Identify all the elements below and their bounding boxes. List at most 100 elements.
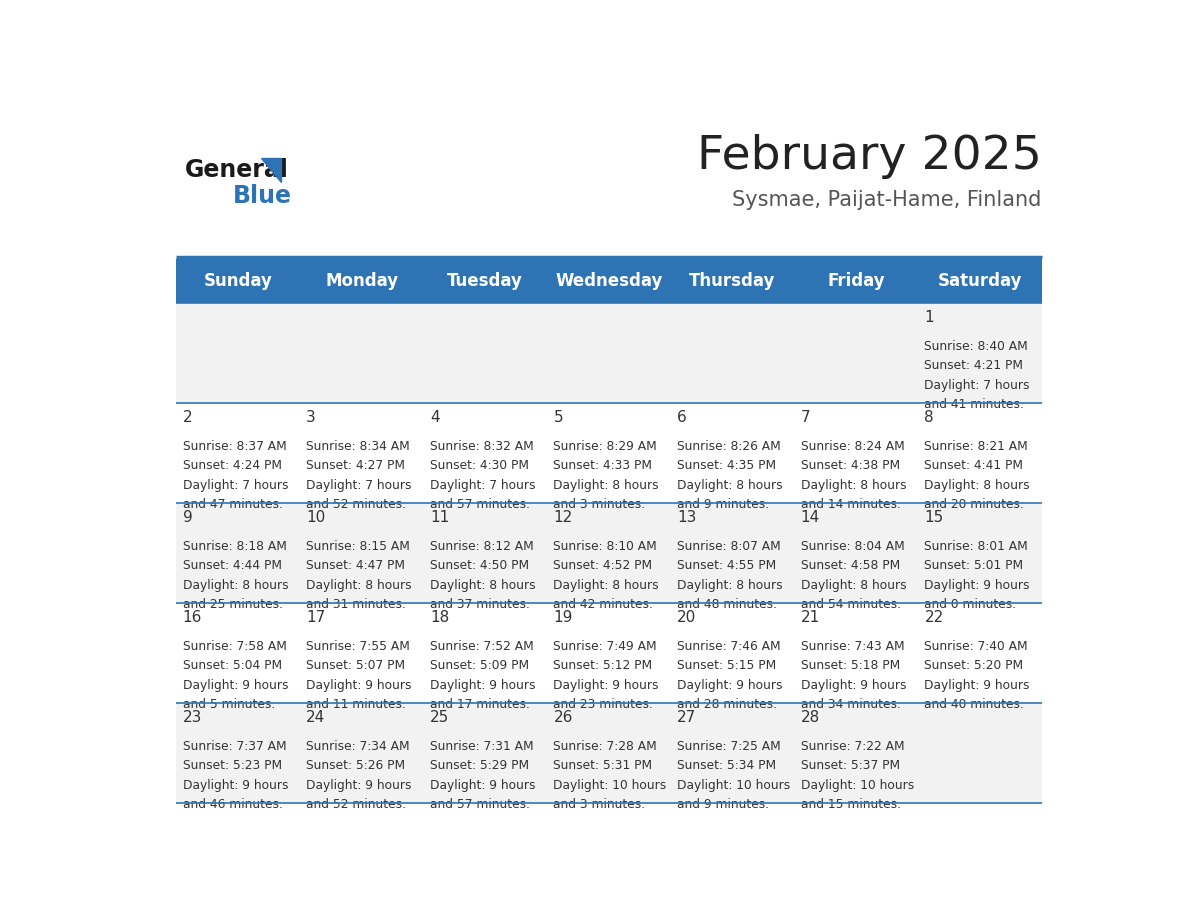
Text: 27: 27: [677, 710, 696, 725]
Bar: [918, 403, 1042, 503]
Bar: [546, 703, 671, 803]
Bar: [671, 403, 795, 503]
Text: and 31 minutes.: and 31 minutes.: [307, 599, 406, 611]
Bar: [176, 703, 299, 803]
Bar: [918, 603, 1042, 703]
Text: Sunrise: 8:07 AM: Sunrise: 8:07 AM: [677, 540, 781, 553]
Text: Daylight: 8 hours: Daylight: 8 hours: [677, 578, 783, 592]
Text: and 52 minutes.: and 52 minutes.: [307, 798, 406, 812]
Text: Sunrise: 7:49 AM: Sunrise: 7:49 AM: [554, 640, 657, 653]
Text: 4: 4: [430, 410, 440, 425]
Text: and 37 minutes.: and 37 minutes.: [430, 599, 530, 611]
Text: and 46 minutes.: and 46 minutes.: [183, 798, 283, 812]
Text: Daylight: 7 hours: Daylight: 7 hours: [430, 479, 536, 492]
Text: Sunset: 4:47 PM: Sunset: 4:47 PM: [307, 559, 405, 572]
Text: Daylight: 9 hours: Daylight: 9 hours: [554, 678, 659, 692]
Text: Sunset: 5:34 PM: Sunset: 5:34 PM: [677, 759, 776, 772]
Text: Friday: Friday: [827, 272, 885, 290]
Bar: [546, 503, 671, 603]
Text: Sunrise: 8:01 AM: Sunrise: 8:01 AM: [924, 540, 1028, 553]
Bar: [423, 403, 546, 503]
Bar: [299, 303, 423, 403]
Bar: [176, 403, 299, 503]
Text: 2: 2: [183, 410, 192, 425]
Text: Daylight: 9 hours: Daylight: 9 hours: [307, 778, 412, 791]
Text: Sunset: 4:38 PM: Sunset: 4:38 PM: [801, 459, 899, 473]
Text: Sunrise: 8:12 AM: Sunrise: 8:12 AM: [430, 540, 533, 553]
Text: Daylight: 8 hours: Daylight: 8 hours: [554, 578, 659, 592]
Text: and 15 minutes.: and 15 minutes.: [801, 798, 901, 812]
Text: Daylight: 9 hours: Daylight: 9 hours: [307, 678, 412, 692]
Text: and 9 minutes.: and 9 minutes.: [677, 798, 770, 812]
Text: 11: 11: [430, 510, 449, 525]
Text: and 3 minutes.: and 3 minutes.: [554, 498, 645, 511]
Bar: [671, 503, 795, 603]
Text: and 3 minutes.: and 3 minutes.: [554, 798, 645, 812]
Text: and 0 minutes.: and 0 minutes.: [924, 599, 1017, 611]
Text: 10: 10: [307, 510, 326, 525]
Text: Sunset: 4:24 PM: Sunset: 4:24 PM: [183, 459, 282, 473]
Text: Daylight: 9 hours: Daylight: 9 hours: [924, 678, 1030, 692]
Text: Sunrise: 8:29 AM: Sunrise: 8:29 AM: [554, 440, 657, 453]
Text: and 48 minutes.: and 48 minutes.: [677, 599, 777, 611]
Text: Sunset: 4:55 PM: Sunset: 4:55 PM: [677, 559, 777, 572]
Bar: [176, 303, 299, 403]
Bar: [546, 403, 671, 503]
Text: Tuesday: Tuesday: [447, 272, 523, 290]
Bar: [671, 603, 795, 703]
Text: Sunset: 4:27 PM: Sunset: 4:27 PM: [307, 459, 405, 473]
Text: Sunset: 4:41 PM: Sunset: 4:41 PM: [924, 459, 1023, 473]
Polygon shape: [261, 158, 282, 183]
Text: and 9 minutes.: and 9 minutes.: [677, 498, 770, 511]
Text: and 25 minutes.: and 25 minutes.: [183, 599, 283, 611]
Text: Sunrise: 8:34 AM: Sunrise: 8:34 AM: [307, 440, 410, 453]
Text: 25: 25: [430, 710, 449, 725]
Text: Daylight: 8 hours: Daylight: 8 hours: [430, 578, 536, 592]
Text: Daylight: 8 hours: Daylight: 8 hours: [801, 578, 906, 592]
Text: 9: 9: [183, 510, 192, 525]
Text: Daylight: 10 hours: Daylight: 10 hours: [801, 778, 914, 791]
Text: 15: 15: [924, 510, 943, 525]
Text: Blue: Blue: [233, 185, 292, 208]
Text: Sunset: 5:15 PM: Sunset: 5:15 PM: [677, 659, 777, 672]
Text: 1: 1: [924, 310, 934, 325]
Text: Sunset: 5:20 PM: Sunset: 5:20 PM: [924, 659, 1024, 672]
Text: Sunrise: 7:46 AM: Sunrise: 7:46 AM: [677, 640, 781, 653]
Text: Sunset: 5:31 PM: Sunset: 5:31 PM: [554, 759, 652, 772]
Bar: [795, 303, 918, 403]
Text: Sunset: 4:50 PM: Sunset: 4:50 PM: [430, 559, 529, 572]
Text: Daylight: 7 hours: Daylight: 7 hours: [307, 479, 412, 492]
Bar: [546, 303, 671, 403]
Bar: [299, 403, 423, 503]
Text: 5: 5: [554, 410, 563, 425]
Text: Sunrise: 7:37 AM: Sunrise: 7:37 AM: [183, 740, 286, 753]
Text: Daylight: 10 hours: Daylight: 10 hours: [677, 778, 790, 791]
Text: and 40 minutes.: and 40 minutes.: [924, 699, 1024, 711]
Text: and 34 minutes.: and 34 minutes.: [801, 699, 901, 711]
Text: Sunset: 5:18 PM: Sunset: 5:18 PM: [801, 659, 901, 672]
Text: Sunrise: 7:55 AM: Sunrise: 7:55 AM: [307, 640, 410, 653]
Bar: [918, 703, 1042, 803]
Text: Daylight: 9 hours: Daylight: 9 hours: [677, 678, 783, 692]
Text: Sunrise: 7:25 AM: Sunrise: 7:25 AM: [677, 740, 781, 753]
Bar: [795, 703, 918, 803]
Text: Sunrise: 8:10 AM: Sunrise: 8:10 AM: [554, 540, 657, 553]
Text: Daylight: 8 hours: Daylight: 8 hours: [307, 578, 412, 592]
Text: Sunset: 4:21 PM: Sunset: 4:21 PM: [924, 359, 1023, 373]
Bar: [918, 503, 1042, 603]
Bar: [299, 603, 423, 703]
Text: and 23 minutes.: and 23 minutes.: [554, 699, 653, 711]
Text: Sunrise: 7:58 AM: Sunrise: 7:58 AM: [183, 640, 286, 653]
Bar: [546, 259, 671, 303]
Text: Daylight: 9 hours: Daylight: 9 hours: [801, 678, 906, 692]
Text: Sunrise: 8:32 AM: Sunrise: 8:32 AM: [430, 440, 533, 453]
Bar: [671, 259, 795, 303]
Text: Sunset: 5:37 PM: Sunset: 5:37 PM: [801, 759, 899, 772]
Text: 19: 19: [554, 610, 573, 625]
Text: and 28 minutes.: and 28 minutes.: [677, 699, 777, 711]
Text: Daylight: 9 hours: Daylight: 9 hours: [430, 678, 536, 692]
Text: Sunrise: 8:26 AM: Sunrise: 8:26 AM: [677, 440, 781, 453]
Text: Daylight: 9 hours: Daylight: 9 hours: [183, 678, 287, 692]
Bar: [423, 703, 546, 803]
Text: Sunrise: 8:18 AM: Sunrise: 8:18 AM: [183, 540, 286, 553]
